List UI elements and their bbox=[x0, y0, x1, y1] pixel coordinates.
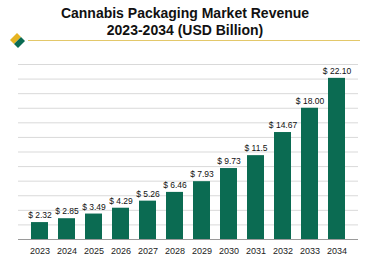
svg-text:2027: 2027 bbox=[138, 246, 158, 256]
svg-text:$ 9.73: $ 9.73 bbox=[217, 156, 241, 166]
svg-text:2033: 2033 bbox=[300, 246, 320, 256]
svg-text:$ 11.5: $ 11.5 bbox=[244, 143, 267, 153]
svg-text:$ 22.10: $ 22.10 bbox=[323, 66, 352, 76]
svg-text:2034: 2034 bbox=[327, 246, 347, 256]
svg-text:2031: 2031 bbox=[246, 246, 266, 256]
svg-text:2024: 2024 bbox=[57, 246, 77, 256]
svg-text:2026: 2026 bbox=[111, 246, 131, 256]
svg-text:2029: 2029 bbox=[192, 246, 212, 256]
svg-text:$ 4.29: $ 4.29 bbox=[109, 196, 133, 206]
svg-text:$ 14.67: $ 14.67 bbox=[269, 120, 298, 130]
svg-text:$ 5.26: $ 5.26 bbox=[136, 189, 160, 199]
svg-text:$ 6.46: $ 6.46 bbox=[163, 180, 187, 190]
svg-text:2032: 2032 bbox=[273, 246, 293, 256]
svg-text:2028: 2028 bbox=[165, 246, 185, 256]
svg-text:$ 18.00: $ 18.00 bbox=[296, 96, 325, 106]
svg-text:2023: 2023 bbox=[30, 246, 50, 256]
svg-text:$ 2.32: $ 2.32 bbox=[28, 210, 52, 220]
svg-text:2030: 2030 bbox=[219, 246, 239, 256]
svg-text:$ 2.85: $ 2.85 bbox=[55, 206, 79, 216]
svg-text:$ 3.49: $ 3.49 bbox=[82, 202, 106, 212]
svg-text:2025: 2025 bbox=[84, 246, 104, 256]
html-text:Cannabis Packaging Market Reve: Cannabis Packaging Market Revenue 2023-2… bbox=[60, 5, 310, 38]
svg-text:$ 7.93: $ 7.93 bbox=[190, 169, 214, 179]
